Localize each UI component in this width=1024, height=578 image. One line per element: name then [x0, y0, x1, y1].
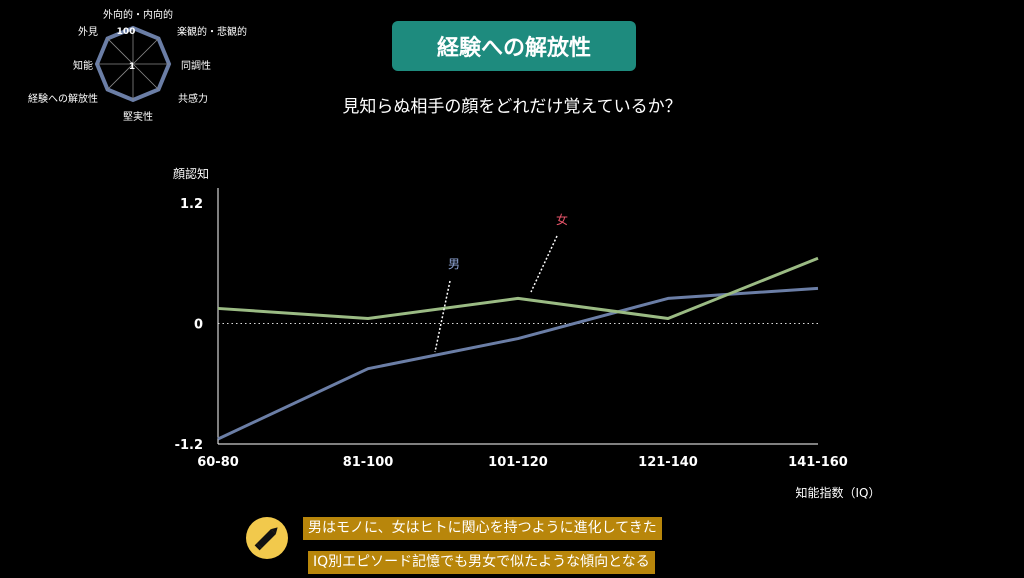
y-tick-label: 1.2	[180, 197, 203, 212]
radar-axis-label: 堅実性	[123, 110, 153, 123]
x-tick-label: 141-160	[788, 455, 848, 470]
x-tick-label: 121-140	[638, 455, 698, 470]
radar-axis-label: 共感力	[178, 92, 208, 105]
title-badge: 経験への解放性	[392, 21, 636, 71]
radar-axis-label: 同調性	[181, 59, 211, 72]
pencil-icon	[246, 517, 288, 559]
radar-spoke	[107, 38, 134, 65]
radar-spoke	[132, 63, 159, 90]
series-label: 女	[556, 212, 568, 227]
radar-min-label: 1	[129, 62, 135, 72]
y-tick-label: 0	[194, 318, 203, 333]
x-axis-label: 知能指数（IQ）	[796, 485, 881, 500]
note-line-2: IQ別エピソード記憶でも男女で似たような傾向となる	[308, 551, 655, 574]
series-label: 男	[448, 257, 460, 271]
page-title: 経験への解放性	[436, 36, 591, 61]
chart-question: 見知らぬ相手の顔をどれだけ覚えているか？	[342, 97, 682, 117]
radar-axis-label: 楽観的・悲観的	[177, 25, 247, 38]
radar-axis-label: 経験への解放性	[28, 92, 98, 105]
radar-spoke	[107, 63, 134, 90]
series-callout-line	[530, 235, 558, 293]
series-line	[217, 286, 819, 441]
radar-spoke	[132, 38, 159, 65]
x-tick-label: 81-100	[343, 455, 394, 470]
y-axis-label: 顔認知	[173, 166, 209, 181]
y-tick-label: -1.2	[175, 438, 203, 453]
x-tick-label: 60-80	[197, 455, 239, 470]
note-line-1: 男はモノに、女はヒトに関心を持つように進化してきた	[303, 517, 662, 540]
series-callout-line	[434, 280, 451, 353]
x-tick-label: 101-120	[488, 455, 548, 470]
radar-axis-label: 外向的・内向的	[103, 8, 173, 21]
radar-axis-label: 知能	[73, 59, 93, 72]
radar-axis-label: 外見	[78, 26, 98, 38]
radar-max-label: 100	[117, 27, 136, 37]
series-line	[217, 256, 819, 320]
